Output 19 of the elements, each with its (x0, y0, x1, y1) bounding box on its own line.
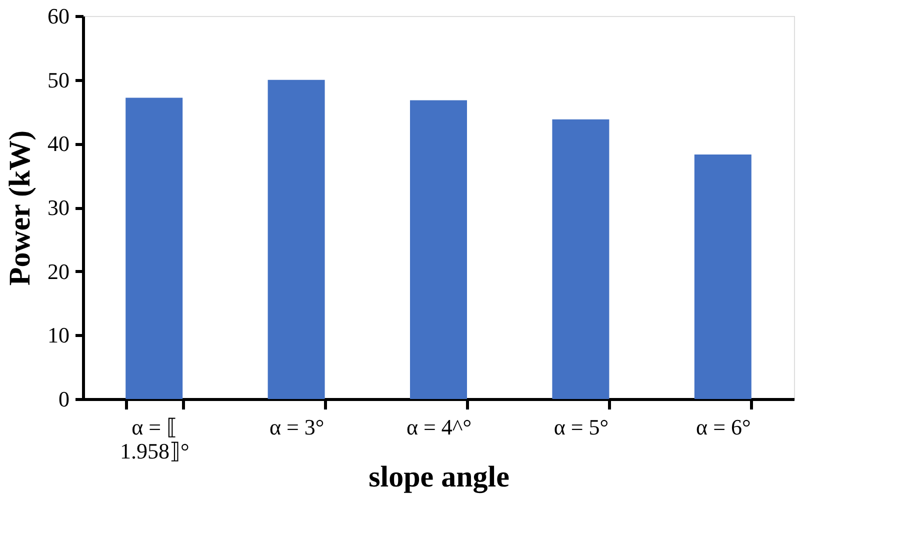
y-axis-title: Power (kW) (4, 130, 36, 286)
bar (410, 100, 467, 399)
y-tick-label: 40 (48, 131, 70, 156)
x-tick-label: α = 5° (554, 414, 609, 440)
y-tick-label: 50 (48, 67, 70, 92)
x-tick-label: α = 3° (269, 414, 324, 440)
bar (694, 154, 752, 399)
y-tick-label: 0 (58, 386, 70, 412)
x-tick-label: α = 4^° (406, 414, 472, 440)
y-tick-label: 10 (48, 322, 70, 348)
y-tick-label: 60 (48, 4, 70, 28)
bar (552, 119, 610, 399)
x-tick-label: α = 6° (696, 414, 751, 440)
bar (268, 80, 325, 399)
y-tick-label: 20 (48, 258, 70, 284)
bar (126, 98, 183, 399)
x-axis-title: slope angle (368, 460, 510, 494)
x-tick-label: α = ⟦1.958⟧° (120, 414, 190, 464)
y-tick-label: 30 (48, 195, 70, 220)
